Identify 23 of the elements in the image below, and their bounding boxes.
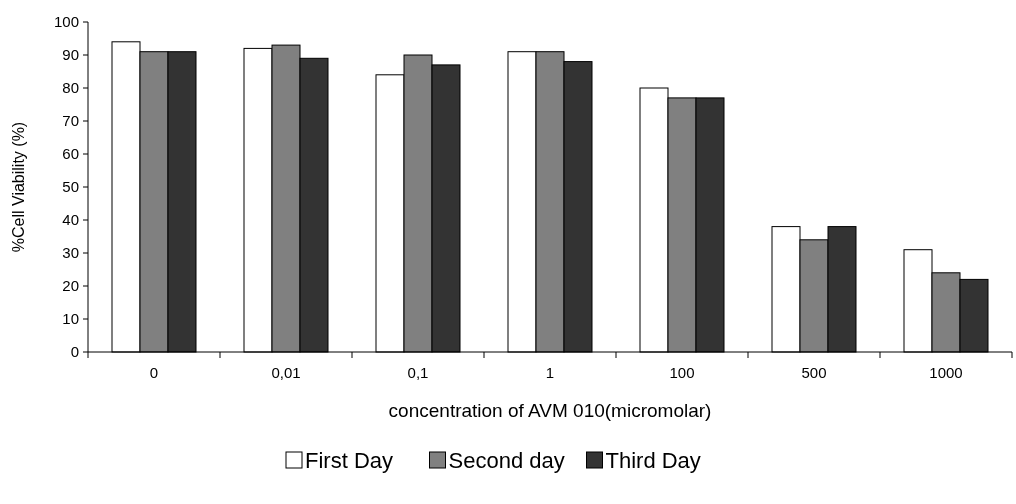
x-tick-label: 1	[545, 364, 555, 381]
y-tick-label: 100	[53, 13, 79, 31]
y-tick-label: 70	[62, 112, 79, 130]
y-tick-label: 40	[62, 211, 79, 229]
y-tick-label: 90	[62, 46, 79, 64]
x-tick-label: 0	[149, 364, 159, 381]
legend-label: Third Day	[605, 447, 701, 473]
x-axis-title: concentration of AVM 010(micromolar)	[388, 400, 712, 421]
legend-label: Second day	[448, 447, 565, 473]
x-tick-label: 1000	[929, 364, 963, 381]
y-tick-label: 60	[62, 145, 79, 163]
y-tick-label: 80	[62, 79, 79, 97]
x-tick-label: 100	[669, 364, 695, 381]
y-tick-label: 0	[70, 343, 79, 361]
y-tick-label: 20	[62, 277, 79, 295]
y-tick-label: 30	[62, 244, 79, 262]
y-axis-title: %Cell Viability (%)	[10, 121, 27, 253]
legend-label: First Day	[305, 447, 393, 473]
y-tick-label: 50	[62, 178, 79, 196]
x-tick-label: 0,01	[271, 364, 301, 381]
y-tick-label: 10	[62, 310, 79, 328]
x-tick-label: 500	[801, 364, 827, 381]
x-tick-label: 0,1	[407, 364, 429, 381]
